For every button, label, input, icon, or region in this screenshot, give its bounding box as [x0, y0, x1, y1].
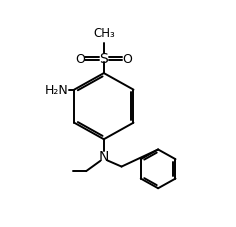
Text: S: S [99, 52, 108, 66]
Text: N: N [99, 150, 109, 164]
Text: O: O [122, 52, 132, 66]
Text: CH₃: CH₃ [93, 27, 115, 40]
Text: O: O [75, 52, 85, 66]
Text: H₂N: H₂N [45, 84, 69, 97]
